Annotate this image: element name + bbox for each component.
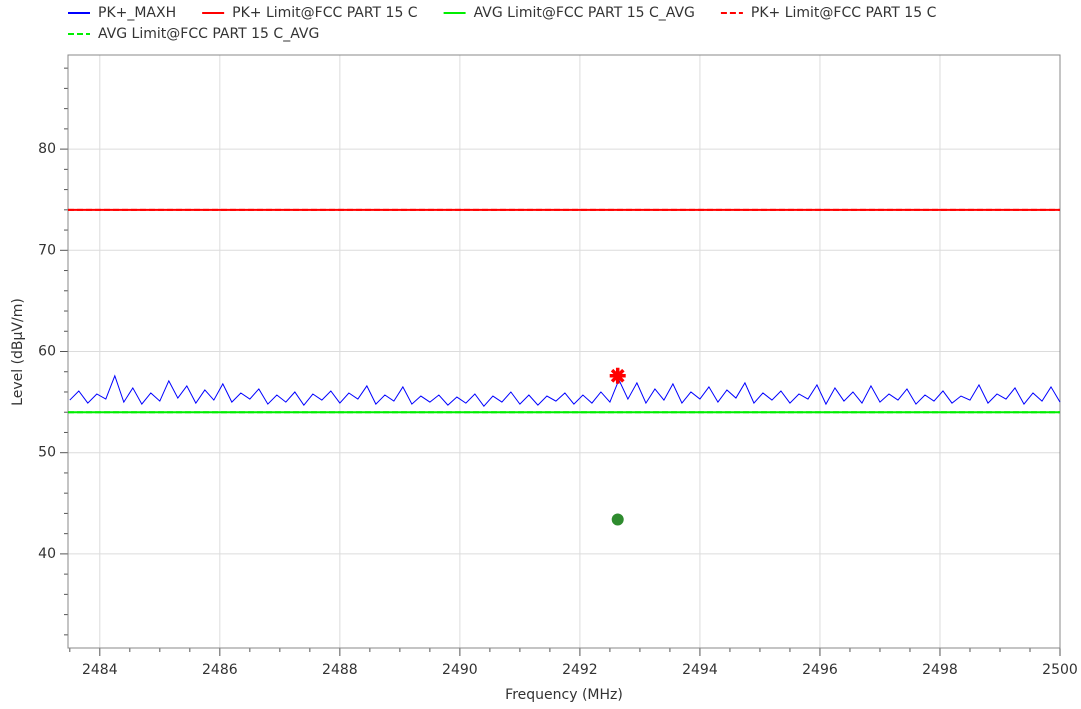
y-tick-label: 70 [38, 242, 56, 258]
legend-label: PK+_MAXH [98, 5, 176, 21]
legend-label: AVG Limit@FCC PART 15 C_AVG [474, 5, 695, 21]
y-tick-label: 40 [38, 546, 56, 562]
x-tick-label: 2496 [802, 662, 838, 678]
x-tick-label: 2488 [322, 662, 358, 678]
legend-label: PK+ Limit@FCC PART 15 C [232, 5, 418, 21]
y-tick-label: 60 [38, 344, 56, 360]
legend-item: PK+_MAXH [68, 5, 176, 21]
x-axis-label: Frequency (MHz) [505, 687, 623, 703]
x-tick-label: 2492 [562, 662, 598, 678]
legend-item: PK+ Limit@FCC PART 15 C [202, 5, 418, 21]
legend-item: PK+ Limit@FCC PART 15 C [720, 5, 937, 21]
x-tick-label: 2484 [82, 662, 118, 678]
legend-label: AVG Limit@FCC PART 15 C_AVG [98, 26, 319, 42]
x-tick-label: 2498 [922, 662, 958, 678]
y-axis-label: Level (dBµV/m) [10, 298, 26, 406]
x-tick-label: 2494 [682, 662, 718, 678]
legend-item: AVG Limit@FCC PART 15 C_AVG [443, 5, 695, 21]
series-line [69, 374, 1061, 407]
plot-frame [67, 54, 1061, 649]
x-tick-label: 2500 [1042, 662, 1078, 678]
legend-item: AVG Limit@FCC PART 15 C_AVG [68, 26, 319, 42]
y-tick-label: 50 [38, 445, 56, 461]
x-tick-label: 2490 [442, 662, 478, 678]
y-tick-label: 80 [38, 141, 56, 157]
legend-label: PK+ Limit@FCC PART 15 C [751, 5, 937, 21]
x-tick-label: 2486 [202, 662, 238, 678]
marker [611, 513, 624, 526]
marker [609, 367, 626, 384]
